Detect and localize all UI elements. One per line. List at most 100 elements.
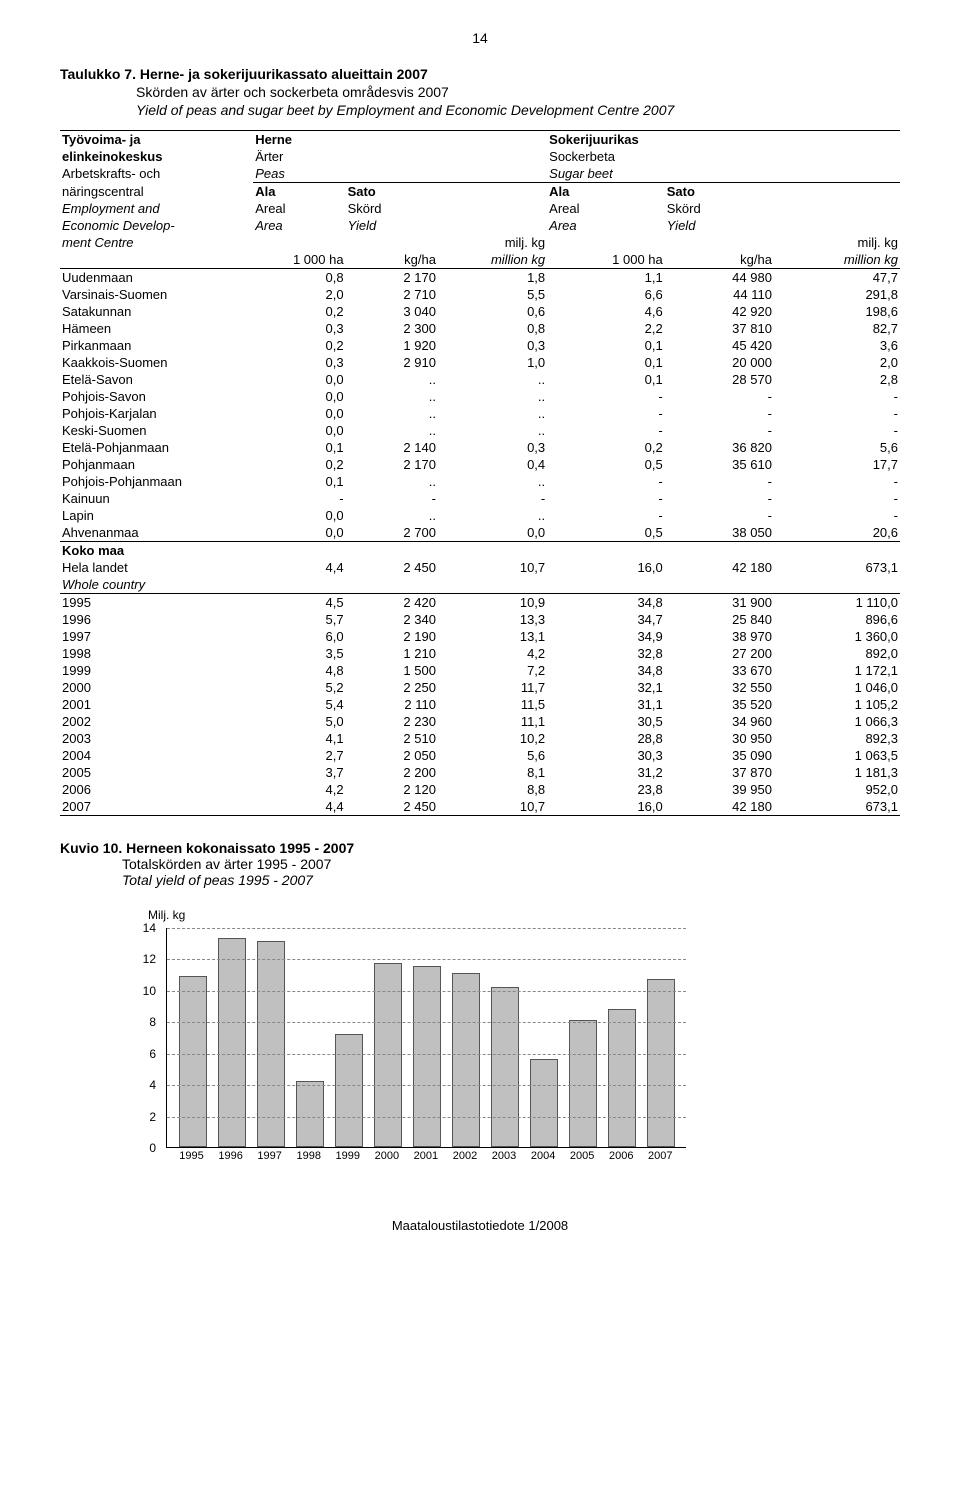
cell: 1 500	[346, 662, 438, 679]
cell: 30 950	[665, 730, 774, 747]
cell: 5,6	[774, 439, 900, 456]
hdr-skord1: Skörd	[346, 200, 438, 217]
year-name: 2004	[60, 747, 253, 764]
bar	[530, 1059, 558, 1147]
total-d: 16,0	[547, 559, 665, 576]
cell: 2 910	[346, 354, 438, 371]
total-b: 2 450	[346, 559, 438, 576]
table-row: 20042,72 0505,630,335 0901 063,5	[60, 747, 900, 764]
cell: 5,7	[253, 611, 345, 628]
cell: 0,0	[253, 405, 345, 422]
hdr-1000ha-2: 1 000 ha	[547, 251, 665, 269]
cell: 27 200	[665, 645, 774, 662]
region-name: Etelä-Pohjanmaan	[60, 439, 253, 456]
ytick: 2	[149, 1110, 156, 1124]
cell: 1 920	[346, 337, 438, 354]
ytick: 10	[143, 984, 156, 998]
cell: 0,3	[438, 439, 547, 456]
cell: -	[665, 388, 774, 405]
cell: 4,8	[253, 662, 345, 679]
cell: 673,1	[774, 798, 900, 816]
ytick: 14	[143, 921, 156, 935]
cell: 2,8	[774, 371, 900, 388]
hdr-left1: Työvoima- ja	[60, 131, 253, 149]
table-row: Pohjois-Pohjanmaan0,1....---	[60, 473, 900, 490]
region-name: Uudenmaan	[60, 269, 253, 287]
bar	[491, 987, 519, 1147]
cell: 32,1	[547, 679, 665, 696]
cell: 0,1	[547, 371, 665, 388]
cell: 23,8	[547, 781, 665, 798]
region-name: Lapin	[60, 507, 253, 524]
table-row: Etelä-Pohjanmaan0,12 1400,30,236 8205,6	[60, 439, 900, 456]
bar	[179, 976, 207, 1147]
cell: 38 050	[665, 524, 774, 542]
cell: 1 110,0	[774, 594, 900, 612]
footer: Maataloustilastotiedote 1/2008	[60, 1218, 900, 1233]
header-row: Economic Develop- Area Yield Area Yield	[60, 217, 900, 234]
cell: -	[547, 388, 665, 405]
hdr-kgha-1: kg/ha	[346, 251, 438, 269]
hdr-sato1: Sato	[346, 183, 438, 201]
ytick: 4	[149, 1078, 156, 1092]
cell: 13,1	[438, 628, 547, 645]
cell: 4,5	[253, 594, 345, 612]
cell: 37 810	[665, 320, 774, 337]
cell: 47,7	[774, 269, 900, 287]
hdr-area2: Area	[547, 217, 665, 234]
cell: 0,5	[547, 524, 665, 542]
cell: 2 710	[346, 286, 438, 303]
cell: 32 550	[665, 679, 774, 696]
cell: 892,0	[774, 645, 900, 662]
cell: 5,4	[253, 696, 345, 713]
cell: 4,6	[547, 303, 665, 320]
cell: 31 900	[665, 594, 774, 612]
table7-subtitle-en: Yield of peas and sugar beet by Employme…	[60, 102, 900, 118]
bar	[413, 966, 441, 1147]
cell: 34 960	[665, 713, 774, 730]
cell: -	[774, 388, 900, 405]
table-row: Etelä-Savon0,0....0,128 5702,8	[60, 371, 900, 388]
cell: -	[774, 473, 900, 490]
cell: 35 610	[665, 456, 774, 473]
table-row: 20064,22 1208,823,839 950952,0	[60, 781, 900, 798]
hdr-left4: näringscentral	[60, 183, 253, 201]
gridline	[167, 959, 686, 960]
cell: ..	[438, 422, 547, 439]
bar	[296, 1081, 324, 1147]
cell: 4,2	[438, 645, 547, 662]
cell: 5,5	[438, 286, 547, 303]
region-name: Satakunnan	[60, 303, 253, 320]
hdr-yield1: Yield	[346, 217, 438, 234]
cell: 4,1	[253, 730, 345, 747]
bar	[647, 979, 675, 1147]
cell: 13,3	[438, 611, 547, 628]
cell: 2,0	[253, 286, 345, 303]
cell: 31,1	[547, 696, 665, 713]
cell: 0,2	[253, 303, 345, 320]
cell: 0,1	[547, 337, 665, 354]
total-e: 42 180	[665, 559, 774, 576]
hdr-areal2: Areal	[547, 200, 665, 217]
cell: 28 570	[665, 371, 774, 388]
cell: 0,8	[253, 269, 345, 287]
year-name: 2002	[60, 713, 253, 730]
cell: 38 970	[665, 628, 774, 645]
cell: -	[547, 490, 665, 507]
cell: 291,8	[774, 286, 900, 303]
region-name: Hämeen	[60, 320, 253, 337]
region-name: Kainuun	[60, 490, 253, 507]
cell: -	[665, 473, 774, 490]
hdr-arter: Ärter	[253, 148, 345, 165]
cell: 5,2	[253, 679, 345, 696]
cell: 11,7	[438, 679, 547, 696]
table-row: Ahvenanmaa0,02 7000,00,538 05020,6	[60, 524, 900, 542]
cell: 0,2	[547, 439, 665, 456]
cell: 1 105,2	[774, 696, 900, 713]
total-f: 673,1	[774, 559, 900, 576]
cell: -	[774, 405, 900, 422]
hdr-left3: Arbetskrafts- och	[60, 165, 253, 183]
table-row: Hämeen0,32 3000,82,237 81082,7	[60, 320, 900, 337]
cell: 20 000	[665, 354, 774, 371]
table-row: Pirkanmaan0,21 9200,30,145 4203,6	[60, 337, 900, 354]
